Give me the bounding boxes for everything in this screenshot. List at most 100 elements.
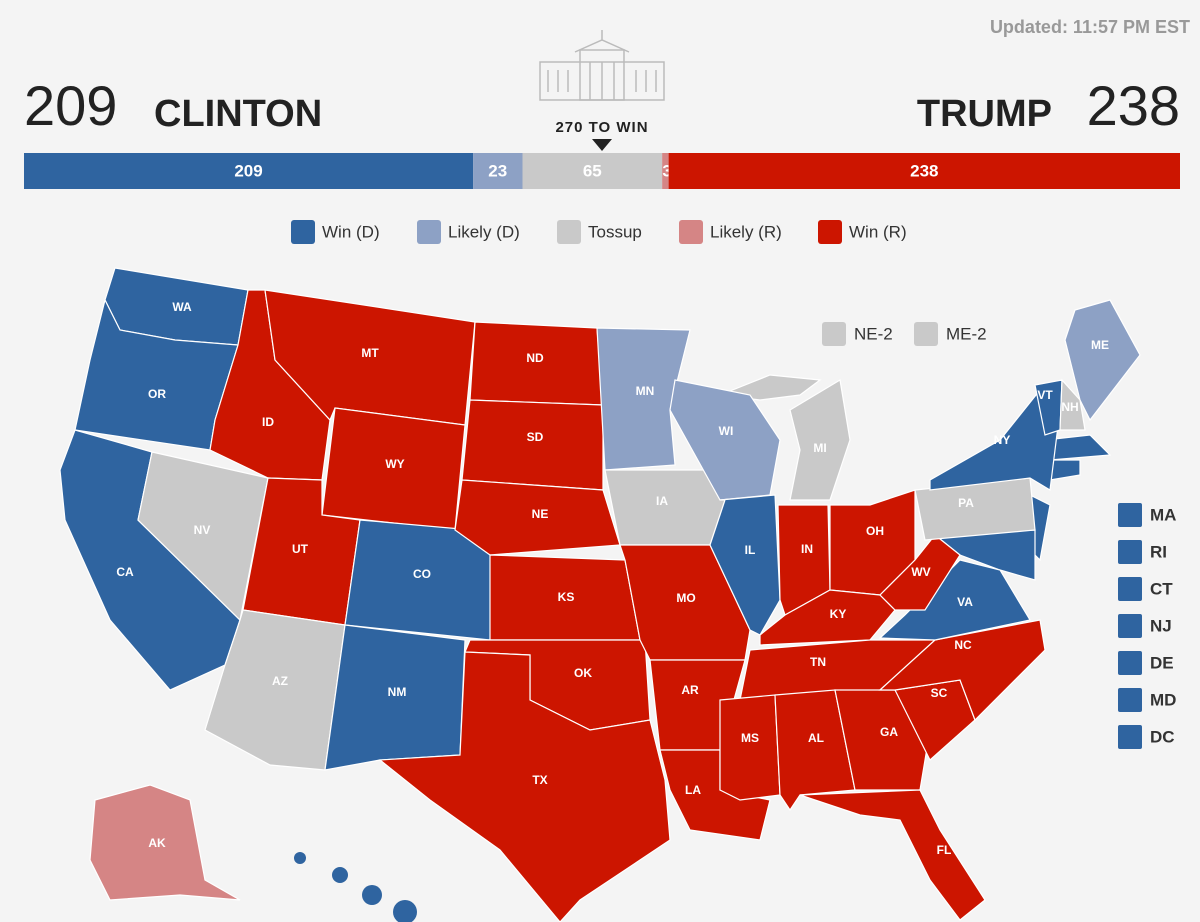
small-state-swatch <box>1118 540 1142 564</box>
legend-swatch <box>417 220 441 244</box>
small-state-label: RI <box>1150 542 1167 561</box>
state-label: MO <box>676 591 695 605</box>
small-state-swatch <box>1118 503 1142 527</box>
states: WA OR CA NV ID MT WY UT CO AZ NM ND SD NE KS OK TX MN IA MO… <box>59 267 1141 922</box>
state-label: OH <box>866 524 884 538</box>
state-label: LA <box>685 783 701 797</box>
threshold-label: 270 TO WIN <box>555 119 648 136</box>
island-shape <box>294 852 306 864</box>
state-label: FL <box>937 843 952 857</box>
state-label: IL <box>745 543 756 557</box>
state-label: ND <box>526 351 544 365</box>
state-label: NY <box>994 433 1011 447</box>
state-shape <box>709 494 781 636</box>
state-label: WV <box>911 565 930 579</box>
state-label: WA <box>172 300 192 314</box>
state-label: AR <box>681 683 699 697</box>
district-swatch <box>914 322 938 346</box>
small-state-label: DE <box>1150 653 1174 672</box>
state-shape <box>789 379 851 501</box>
state-label: ID <box>262 415 274 429</box>
state-label: NV <box>194 523 211 537</box>
state-label: GA <box>880 725 898 739</box>
clinton-name: CLINTON <box>154 93 322 135</box>
bar-segment <box>668 153 1180 189</box>
state-shape <box>89 784 241 901</box>
legend-swatch <box>557 220 581 244</box>
small-state-swatch <box>1118 577 1142 601</box>
legend-label: Likely (D) <box>448 222 520 241</box>
state-label: VT <box>1037 388 1053 402</box>
bar-segment-label: 209 <box>234 161 262 180</box>
small-state-label: MA <box>1150 505 1176 524</box>
threshold-marker <box>592 139 612 151</box>
district-label: NE-2 <box>854 324 893 343</box>
legend-swatch <box>679 220 703 244</box>
state-label: NC <box>954 638 972 652</box>
bar-segment-label: 23 <box>488 161 507 180</box>
small-state-swatch <box>1118 614 1142 638</box>
island-shape <box>332 867 348 883</box>
legend-label: Win (R) <box>849 222 907 241</box>
state-shape <box>454 479 621 556</box>
state-label: VA <box>957 595 973 609</box>
legend: Win (D) Likely (D) Tossup Likely (R) Win (R) <box>291 220 907 244</box>
bar-segment-label: 3 <box>662 161 671 180</box>
bar-segment-label: 238 <box>910 161 938 180</box>
state-label: IN <box>801 542 813 556</box>
segment-label-box: 238 <box>910 161 938 180</box>
state-label: SD <box>527 430 544 444</box>
island-shape <box>362 885 382 905</box>
state-label: OK <box>574 666 592 680</box>
clinton-votes: 209 <box>24 74 117 137</box>
legend-label: Win (D) <box>322 222 380 241</box>
island-shape <box>393 900 417 922</box>
vote-bar: 209 23 65 3 238 <box>24 153 1180 189</box>
state-label: ME <box>1091 338 1109 352</box>
state-label: CA <box>116 565 134 579</box>
state-label: NM <box>388 685 407 699</box>
state-label: WI <box>719 424 734 438</box>
state-shape <box>461 399 604 491</box>
state-shape <box>596 327 691 471</box>
state-shape <box>878 559 1031 641</box>
state-label: KS <box>558 590 575 604</box>
district-label: ME-2 <box>946 324 987 343</box>
state-label: AL <box>808 731 824 745</box>
small-state-label: CT <box>1150 579 1173 598</box>
small-state-swatch <box>1118 651 1142 675</box>
bar-segment <box>662 153 669 189</box>
state-shape <box>1059 378 1086 431</box>
state-label: MS <box>741 731 759 745</box>
small-state-swatch <box>1118 688 1142 712</box>
state-shape <box>799 789 986 921</box>
state-label: IA <box>656 494 668 508</box>
state-label: MT <box>361 346 379 360</box>
bar-segment <box>473 153 523 189</box>
updated-time: Updated: 11:57 PM EST <box>990 17 1190 37</box>
state-label: KY <box>830 607 847 621</box>
legend-swatch <box>291 220 315 244</box>
legend-label: Tossup <box>588 222 642 241</box>
legend-label: Likely (R) <box>710 222 782 241</box>
state-label: TN <box>810 655 826 669</box>
state-label: AK <box>148 836 166 850</box>
bar-segment-label: 65 <box>583 161 602 180</box>
state-label: NH <box>1061 400 1078 414</box>
segment-label-box: 209 <box>234 161 262 180</box>
white-house-icon <box>539 30 665 101</box>
segment-label-box: 23 <box>488 161 507 180</box>
state-label: MI <box>813 441 826 455</box>
state-label: PA <box>958 496 974 510</box>
segment-label-box: 65 <box>583 161 602 180</box>
state-label: SC <box>931 686 948 700</box>
small-state-label: DC <box>1150 727 1175 746</box>
state-shape <box>378 651 671 922</box>
state-label: MN <box>636 384 655 398</box>
district-swatch <box>822 322 846 346</box>
small-state-label: MD <box>1150 690 1176 709</box>
state-label: NE <box>532 507 549 521</box>
trump-votes: 238 <box>1087 74 1180 137</box>
